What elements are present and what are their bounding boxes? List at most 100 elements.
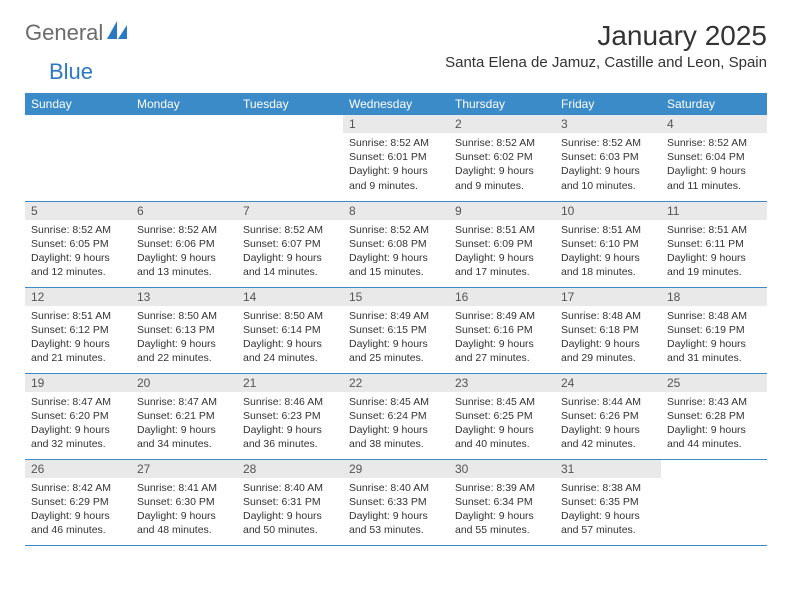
logo-sail-icon [107, 21, 129, 46]
day-number: 30 [449, 460, 555, 478]
calendar-cell: 17Sunrise: 8:48 AMSunset: 6:18 PMDayligh… [555, 287, 661, 373]
calendar-cell: 18Sunrise: 8:48 AMSunset: 6:19 PMDayligh… [661, 287, 767, 373]
day-info: Sunrise: 8:40 AMSunset: 6:31 PMDaylight:… [237, 478, 343, 542]
day-number: 29 [343, 460, 449, 478]
day-info: Sunrise: 8:50 AMSunset: 6:13 PMDaylight:… [131, 306, 237, 370]
day-header: Wednesday [343, 93, 449, 115]
calendar-week-row: 19Sunrise: 8:47 AMSunset: 6:20 PMDayligh… [25, 373, 767, 459]
day-info: Sunrise: 8:52 AMSunset: 6:03 PMDaylight:… [555, 133, 661, 197]
day-number: 21 [237, 374, 343, 392]
calendar-body: 1Sunrise: 8:52 AMSunset: 6:01 PMDaylight… [25, 115, 767, 545]
calendar-cell: 2Sunrise: 8:52 AMSunset: 6:02 PMDaylight… [449, 115, 555, 201]
day-number: 23 [449, 374, 555, 392]
calendar-cell: 13Sunrise: 8:50 AMSunset: 6:13 PMDayligh… [131, 287, 237, 373]
calendar-cell: 27Sunrise: 8:41 AMSunset: 6:30 PMDayligh… [131, 459, 237, 545]
day-header: Tuesday [237, 93, 343, 115]
day-info: Sunrise: 8:52 AMSunset: 6:04 PMDaylight:… [661, 133, 767, 197]
day-info: Sunrise: 8:45 AMSunset: 6:25 PMDaylight:… [449, 392, 555, 456]
calendar-week-row: 26Sunrise: 8:42 AMSunset: 6:29 PMDayligh… [25, 459, 767, 545]
day-info: Sunrise: 8:52 AMSunset: 6:08 PMDaylight:… [343, 220, 449, 284]
day-number: 24 [555, 374, 661, 392]
logo: General [25, 20, 131, 46]
day-header: Friday [555, 93, 661, 115]
calendar-cell: 22Sunrise: 8:45 AMSunset: 6:24 PMDayligh… [343, 373, 449, 459]
calendar-cell: 5Sunrise: 8:52 AMSunset: 6:05 PMDaylight… [25, 201, 131, 287]
calendar-cell: 25Sunrise: 8:43 AMSunset: 6:28 PMDayligh… [661, 373, 767, 459]
day-info: Sunrise: 8:51 AMSunset: 6:12 PMDaylight:… [25, 306, 131, 370]
day-info: Sunrise: 8:41 AMSunset: 6:30 PMDaylight:… [131, 478, 237, 542]
day-number: 7 [237, 202, 343, 220]
day-info: Sunrise: 8:49 AMSunset: 6:16 PMDaylight:… [449, 306, 555, 370]
calendar-cell: 24Sunrise: 8:44 AMSunset: 6:26 PMDayligh… [555, 373, 661, 459]
logo-text-general: General [25, 20, 103, 46]
calendar-cell: 21Sunrise: 8:46 AMSunset: 6:23 PMDayligh… [237, 373, 343, 459]
day-info: Sunrise: 8:48 AMSunset: 6:18 PMDaylight:… [555, 306, 661, 370]
calendar-cell [661, 459, 767, 545]
day-info: Sunrise: 8:51 AMSunset: 6:10 PMDaylight:… [555, 220, 661, 284]
day-number: 20 [131, 374, 237, 392]
day-info: Sunrise: 8:52 AMSunset: 6:07 PMDaylight:… [237, 220, 343, 284]
day-info: Sunrise: 8:50 AMSunset: 6:14 PMDaylight:… [237, 306, 343, 370]
day-number: 11 [661, 202, 767, 220]
day-info: Sunrise: 8:52 AMSunset: 6:01 PMDaylight:… [343, 133, 449, 197]
calendar-cell: 1Sunrise: 8:52 AMSunset: 6:01 PMDaylight… [343, 115, 449, 201]
calendar-cell: 8Sunrise: 8:52 AMSunset: 6:08 PMDaylight… [343, 201, 449, 287]
calendar-week-row: 5Sunrise: 8:52 AMSunset: 6:05 PMDaylight… [25, 201, 767, 287]
day-info: Sunrise: 8:46 AMSunset: 6:23 PMDaylight:… [237, 392, 343, 456]
calendar-cell: 20Sunrise: 8:47 AMSunset: 6:21 PMDayligh… [131, 373, 237, 459]
day-number: 3 [555, 115, 661, 133]
calendar-week-row: 12Sunrise: 8:51 AMSunset: 6:12 PMDayligh… [25, 287, 767, 373]
day-header: Monday [131, 93, 237, 115]
day-info: Sunrise: 8:51 AMSunset: 6:11 PMDaylight:… [661, 220, 767, 284]
day-number: 14 [237, 288, 343, 306]
day-info: Sunrise: 8:42 AMSunset: 6:29 PMDaylight:… [25, 478, 131, 542]
calendar-cell: 11Sunrise: 8:51 AMSunset: 6:11 PMDayligh… [661, 201, 767, 287]
day-number: 5 [25, 202, 131, 220]
day-number: 6 [131, 202, 237, 220]
day-info: Sunrise: 8:48 AMSunset: 6:19 PMDaylight:… [661, 306, 767, 370]
day-number: 1 [343, 115, 449, 133]
calendar-header-row: SundayMondayTuesdayWednesdayThursdayFrid… [25, 93, 767, 115]
day-info: Sunrise: 8:49 AMSunset: 6:15 PMDaylight:… [343, 306, 449, 370]
day-number: 8 [343, 202, 449, 220]
calendar-cell: 9Sunrise: 8:51 AMSunset: 6:09 PMDaylight… [449, 201, 555, 287]
calendar-cell: 15Sunrise: 8:49 AMSunset: 6:15 PMDayligh… [343, 287, 449, 373]
day-info: Sunrise: 8:47 AMSunset: 6:21 PMDaylight:… [131, 392, 237, 456]
day-number: 25 [661, 374, 767, 392]
day-number: 18 [661, 288, 767, 306]
calendar-cell: 31Sunrise: 8:38 AMSunset: 6:35 PMDayligh… [555, 459, 661, 545]
calendar-cell: 7Sunrise: 8:52 AMSunset: 6:07 PMDaylight… [237, 201, 343, 287]
day-number: 28 [237, 460, 343, 478]
day-header: Thursday [449, 93, 555, 115]
day-info: Sunrise: 8:39 AMSunset: 6:34 PMDaylight:… [449, 478, 555, 542]
day-info: Sunrise: 8:52 AMSunset: 6:02 PMDaylight:… [449, 133, 555, 197]
calendar-cell: 14Sunrise: 8:50 AMSunset: 6:14 PMDayligh… [237, 287, 343, 373]
day-header: Saturday [661, 93, 767, 115]
day-number: 17 [555, 288, 661, 306]
day-info: Sunrise: 8:38 AMSunset: 6:35 PMDaylight:… [555, 478, 661, 542]
calendar-cell: 6Sunrise: 8:52 AMSunset: 6:06 PMDaylight… [131, 201, 237, 287]
day-number: 26 [25, 460, 131, 478]
logo-text-blue: Blue [49, 59, 93, 85]
day-info: Sunrise: 8:43 AMSunset: 6:28 PMDaylight:… [661, 392, 767, 456]
day-number: 15 [343, 288, 449, 306]
location: Santa Elena de Jamuz, Castille and Leon,… [445, 54, 767, 71]
calendar-cell: 19Sunrise: 8:47 AMSunset: 6:20 PMDayligh… [25, 373, 131, 459]
day-info: Sunrise: 8:47 AMSunset: 6:20 PMDaylight:… [25, 392, 131, 456]
day-info: Sunrise: 8:52 AMSunset: 6:05 PMDaylight:… [25, 220, 131, 284]
day-number: 9 [449, 202, 555, 220]
day-number: 10 [555, 202, 661, 220]
calendar-cell: 28Sunrise: 8:40 AMSunset: 6:31 PMDayligh… [237, 459, 343, 545]
calendar-cell: 16Sunrise: 8:49 AMSunset: 6:16 PMDayligh… [449, 287, 555, 373]
day-info: Sunrise: 8:45 AMSunset: 6:24 PMDaylight:… [343, 392, 449, 456]
day-number: 4 [661, 115, 767, 133]
calendar-cell: 12Sunrise: 8:51 AMSunset: 6:12 PMDayligh… [25, 287, 131, 373]
calendar-cell [131, 115, 237, 201]
calendar-cell: 26Sunrise: 8:42 AMSunset: 6:29 PMDayligh… [25, 459, 131, 545]
day-info: Sunrise: 8:40 AMSunset: 6:33 PMDaylight:… [343, 478, 449, 542]
calendar-cell: 10Sunrise: 8:51 AMSunset: 6:10 PMDayligh… [555, 201, 661, 287]
calendar-cell: 23Sunrise: 8:45 AMSunset: 6:25 PMDayligh… [449, 373, 555, 459]
day-info: Sunrise: 8:52 AMSunset: 6:06 PMDaylight:… [131, 220, 237, 284]
day-number: 2 [449, 115, 555, 133]
calendar-cell: 4Sunrise: 8:52 AMSunset: 6:04 PMDaylight… [661, 115, 767, 201]
